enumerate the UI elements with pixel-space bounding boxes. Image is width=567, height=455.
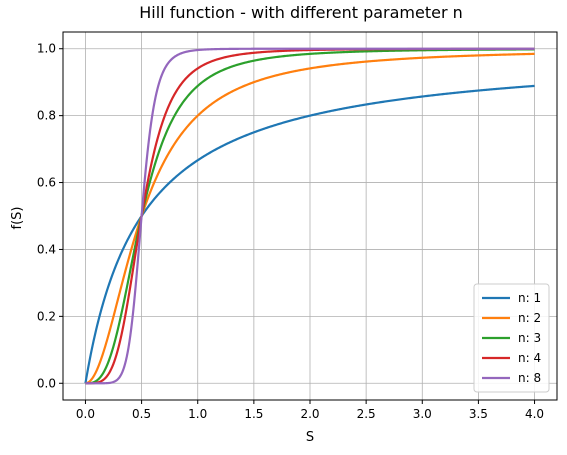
chart-title: Hill function - with different parameter… (139, 3, 463, 22)
legend-label: n: 2 (518, 311, 541, 325)
x-tick-label: 2.0 (300, 407, 319, 421)
x-tick-label: 4.0 (525, 407, 544, 421)
legend: n: 1 n: 2 n: 3 n: 4 n: 8 (473, 283, 550, 393)
y-tick-label: 0.0 (37, 376, 56, 390)
y-tick-label: 0.4 (37, 242, 56, 256)
y-tick-label: 0.6 (37, 176, 56, 190)
y-tick-label: 1.0 (37, 42, 56, 56)
y-tick-label: 0.8 (37, 109, 56, 123)
series-line-n2 (85, 52, 535, 385)
legend-box (473, 283, 550, 393)
series-line-n8 (85, 47, 535, 385)
axis-ticks: 0.0 0.5 1.0 1.5 2.0 2.5 3.0 3.5 4.0 0.0 0.2 0.4 0.6 0… (37, 42, 544, 421)
x-tick-label: 3.0 (413, 407, 432, 421)
x-tick-label: 0.5 (132, 407, 151, 421)
series-lines (84, 47, 535, 385)
legend-label: n: 8 (518, 371, 541, 385)
y-axis-label: f(S) (10, 207, 25, 230)
y-tick-label: 0.2 (37, 309, 56, 323)
series-line-n1 (84, 84, 535, 384)
legend-label: n: 3 (518, 331, 541, 345)
x-tick-label: 0.0 (76, 407, 95, 421)
x-tick-label: 1.5 (244, 407, 263, 421)
x-axis-label: S (306, 430, 314, 445)
x-tick-label: 2.5 (357, 407, 376, 421)
x-tick-label: 1.0 (188, 407, 207, 421)
x-tick-label: 3.5 (469, 407, 488, 421)
legend-label: n: 1 (518, 291, 541, 305)
legend-label: n: 4 (518, 351, 541, 365)
